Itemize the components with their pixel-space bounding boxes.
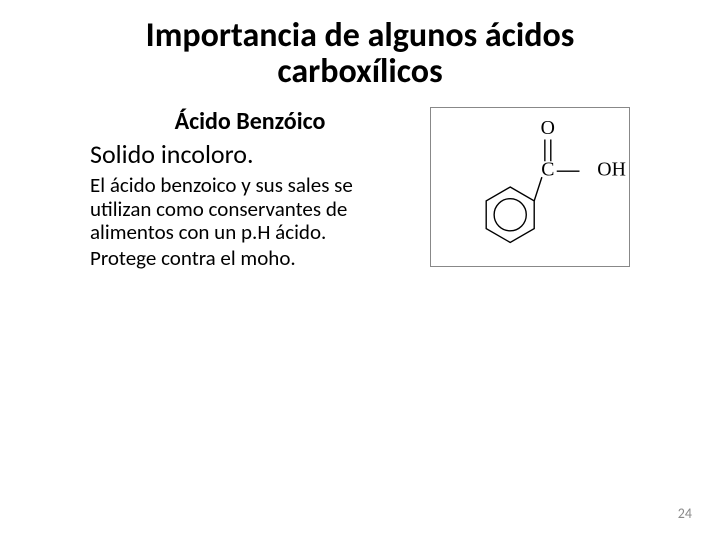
description-solid: Solido incoloro. [90, 138, 410, 170]
text-column: Ácido Benzóico Solido incoloro. El ácido… [40, 107, 410, 272]
title-line-2: carboxílicos [277, 51, 442, 92]
slide-title: Importancia de algunos ácidos carboxílic… [40, 18, 680, 89]
svg-text:O: O [541, 118, 555, 140]
svg-text:C: C [541, 159, 554, 181]
slide: Importancia de algunos ácidos carboxílic… [0, 0, 720, 540]
chemical-structure-box: CO OH [430, 107, 630, 267]
body-paragraph-2: Protege contra el moho. [90, 247, 410, 271]
page-number: 24 [678, 505, 692, 522]
subtitle: Ácido Benzóico [90, 107, 410, 136]
body-paragraph-1: El ácido benzoico y sus sales se utiliza… [90, 174, 410, 245]
structure-column: CO OH [430, 107, 640, 267]
benzoic-acid-structure: CO OH [431, 107, 629, 267]
content-row: Ácido Benzóico Solido incoloro. El ácido… [40, 107, 680, 272]
svg-text:OH: OH [597, 159, 626, 181]
